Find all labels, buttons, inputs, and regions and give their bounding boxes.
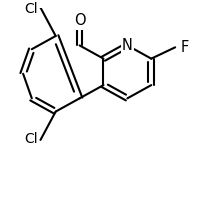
Text: Cl: Cl: [25, 2, 38, 16]
Text: F: F: [181, 40, 189, 55]
Text: Cl: Cl: [25, 132, 38, 146]
Text: N: N: [122, 38, 133, 53]
Text: O: O: [74, 13, 85, 28]
